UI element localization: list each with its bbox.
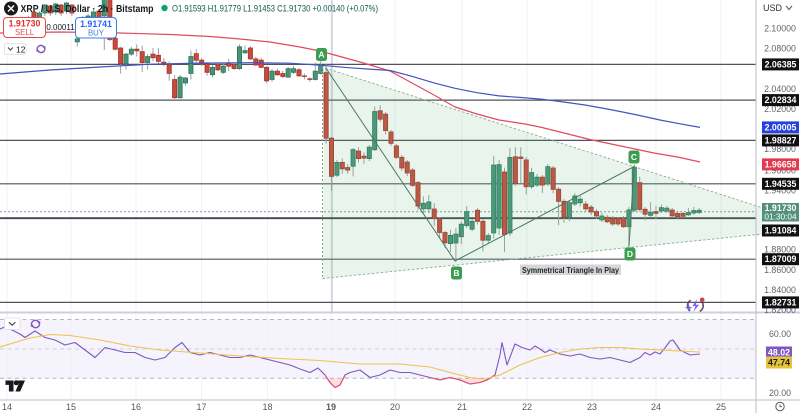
svg-text:2.02000: 2.02000 bbox=[764, 104, 796, 114]
svg-text:2.10000: 2.10000 bbox=[764, 24, 796, 34]
svg-text:SELL: SELL bbox=[15, 28, 35, 37]
svg-text:1.82731: 1.82731 bbox=[765, 297, 797, 307]
svg-text:USD: USD bbox=[763, 3, 783, 13]
svg-text:1.94000: 1.94000 bbox=[764, 185, 796, 195]
svg-text:1.96000: 1.96000 bbox=[764, 166, 796, 176]
svg-text:21: 21 bbox=[457, 402, 467, 412]
svg-text:1.84000: 1.84000 bbox=[764, 285, 796, 295]
svg-text:Symmetrical Triangle In Play: Symmetrical Triangle In Play bbox=[522, 265, 619, 275]
svg-text:1.91730: 1.91730 bbox=[9, 19, 41, 29]
svg-text:BUY: BUY bbox=[88, 29, 105, 38]
svg-text:C: C bbox=[631, 152, 637, 162]
svg-text:47.74: 47.74 bbox=[768, 358, 790, 368]
svg-text:1.94535: 1.94535 bbox=[765, 179, 797, 189]
svg-text:D: D bbox=[627, 249, 633, 259]
svg-text:0.00011: 0.00011 bbox=[46, 23, 75, 32]
svg-text:1.82000: 1.82000 bbox=[764, 305, 796, 315]
svg-text:17: 17 bbox=[196, 402, 206, 412]
svg-text:1.96658: 1.96658 bbox=[765, 159, 797, 169]
svg-text:19: 19 bbox=[326, 402, 336, 412]
svg-text:B: B bbox=[453, 268, 459, 278]
svg-text:1.91730: 1.91730 bbox=[765, 203, 797, 213]
svg-text:22: 22 bbox=[522, 402, 532, 412]
svg-text:18: 18 bbox=[262, 402, 272, 412]
svg-text:2.00005: 2.00005 bbox=[765, 122, 797, 132]
svg-text:24: 24 bbox=[651, 402, 661, 412]
svg-text:1.98000: 1.98000 bbox=[764, 144, 796, 154]
svg-text:1.87009: 1.87009 bbox=[765, 254, 797, 264]
svg-text:14: 14 bbox=[2, 402, 12, 412]
svg-text:20.00: 20.00 bbox=[769, 388, 791, 398]
svg-text:16: 16 bbox=[131, 402, 141, 412]
svg-text:2.08000: 2.08000 bbox=[764, 44, 796, 54]
svg-text:2.02834: 2.02834 bbox=[765, 95, 797, 105]
svg-text:1.91084: 1.91084 bbox=[765, 226, 797, 236]
svg-text:60.00: 60.00 bbox=[769, 329, 791, 339]
svg-text:A: A bbox=[318, 50, 324, 60]
svg-text:1.86000: 1.86000 bbox=[764, 265, 796, 275]
svg-text:1.98827: 1.98827 bbox=[765, 135, 797, 145]
svg-text:2.06385: 2.06385 bbox=[765, 59, 797, 69]
svg-text:2.04000: 2.04000 bbox=[764, 84, 796, 94]
svg-text:XRP / U.S. Dollar · 2h · Bitst: XRP / U.S. Dollar · 2h · Bitstamp bbox=[21, 3, 154, 15]
svg-text:01:30:04: 01:30:04 bbox=[764, 212, 797, 222]
svg-text:15: 15 bbox=[66, 402, 76, 412]
svg-text:O1.91593 H1.91779 L1.91453 C1.: O1.91593 H1.91779 L1.91453 C1.91730 +0.0… bbox=[172, 3, 378, 13]
svg-text:48.02: 48.02 bbox=[768, 348, 790, 358]
svg-text:12: 12 bbox=[16, 45, 26, 55]
svg-text:23: 23 bbox=[587, 402, 597, 412]
svg-text:20: 20 bbox=[390, 402, 400, 412]
svg-text:1.88000: 1.88000 bbox=[764, 245, 796, 255]
svg-text:25: 25 bbox=[716, 402, 726, 412]
svg-text:1.91741: 1.91741 bbox=[80, 19, 112, 29]
